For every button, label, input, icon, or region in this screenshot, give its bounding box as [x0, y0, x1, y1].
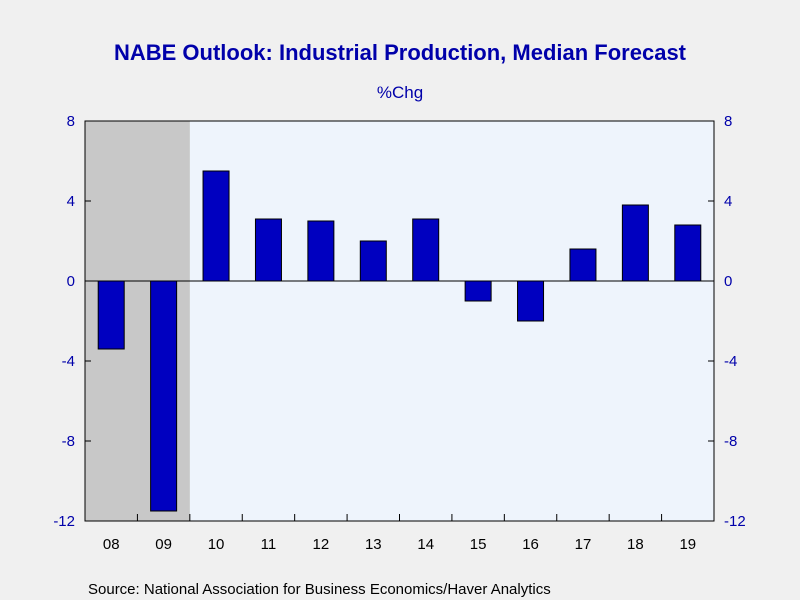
bar-16	[517, 280, 545, 322]
bar-11	[254, 218, 282, 282]
x-tick-label: 17	[575, 536, 592, 553]
bar-12	[307, 220, 335, 282]
y-tick-label-right: -8	[724, 433, 737, 450]
bar-19	[674, 224, 702, 282]
y-tick-label-right: 4	[724, 193, 732, 210]
bar-14	[412, 218, 440, 282]
x-tick-label: 18	[627, 536, 644, 553]
y-tick-label-left: 4	[67, 193, 75, 210]
x-tick-label: 09	[155, 536, 172, 553]
x-tick-label: 16	[522, 536, 539, 553]
x-tick-label: 12	[313, 536, 330, 553]
y-tick-label-left: 0	[67, 273, 75, 290]
ticks-group: 8 8 4 4 0 0 -4 -4 -8 -8 -12 -12 08 09 10 11 12 13 14 15 16 17…	[53, 113, 745, 553]
x-tick-label: 11	[261, 536, 277, 553]
plot-border	[84, 120, 715, 522]
y-tick-label-left: 8	[67, 113, 75, 130]
y-tick-label-right: 0	[724, 273, 732, 290]
bar-10	[202, 170, 230, 282]
x-tick-label: 08	[103, 536, 120, 553]
y-tick-label-right: 8	[724, 113, 732, 130]
x-tick-label: 13	[365, 536, 382, 553]
y-tick-label-left: -12	[53, 513, 75, 530]
bars-group	[97, 170, 702, 512]
bar-15	[464, 280, 492, 302]
x-tick-label: 14	[417, 536, 434, 553]
bar-17	[569, 248, 597, 282]
source-note: Source: National Association for Busines…	[88, 581, 551, 598]
x-tick-label: 10	[208, 536, 225, 553]
chart-title: NABE Outlook: Industrial Production, Med…	[114, 40, 687, 65]
bar-18	[621, 204, 649, 282]
bar-08	[97, 280, 125, 350]
bar-09	[150, 280, 178, 512]
y-tick-label-left: -4	[62, 353, 75, 370]
x-tick-label: 15	[470, 536, 487, 553]
x-tick-label: 19	[679, 536, 696, 553]
chart-subtitle: %Chg	[377, 83, 423, 102]
y-tick-label-right: -12	[724, 513, 746, 530]
bar-13	[359, 240, 387, 282]
y-tick-label-left: -8	[62, 433, 75, 450]
y-tick-label-right: -4	[724, 353, 737, 370]
